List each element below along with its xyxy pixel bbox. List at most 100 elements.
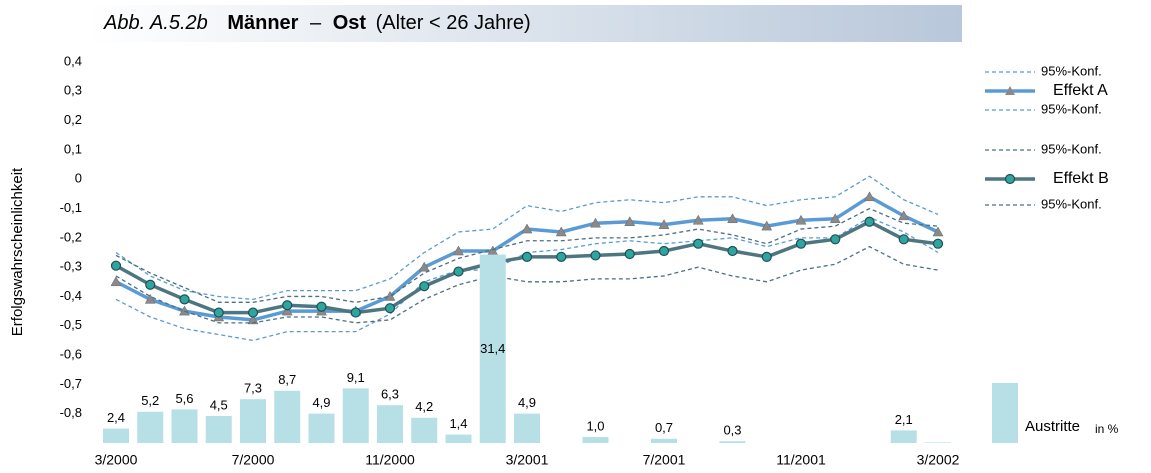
legend-label: Austritte: [1025, 418, 1080, 435]
marker: [624, 248, 635, 260]
bar-label: 2,4: [107, 410, 125, 425]
y-tick-label: -0,2: [60, 229, 82, 244]
bar: [377, 405, 403, 443]
title-dash: –: [310, 12, 322, 34]
marker: [727, 245, 738, 257]
marker: [521, 251, 533, 262]
conf-line: [115, 216, 939, 342]
marker: [350, 307, 361, 318]
marker: [590, 250, 601, 261]
marker: [692, 214, 704, 225]
x-tick-label: 11/2000: [365, 452, 415, 468]
bar: [205, 416, 232, 443]
marker: [247, 314, 259, 325]
bar: [582, 437, 609, 443]
marker: [864, 216, 875, 227]
marker: [658, 219, 670, 229]
marker: [384, 290, 396, 301]
bar-label: 5,6: [175, 391, 193, 406]
effect-line: [115, 219, 939, 315]
title-region: Ost: [333, 12, 367, 34]
marker: [761, 251, 772, 262]
bar-label: 7,3: [244, 381, 262, 396]
marker: [590, 217, 601, 228]
bar-label: 6,3: [381, 387, 399, 402]
x-tick-label: 3/2001: [506, 452, 549, 468]
y-tick-label: -0,6: [60, 347, 82, 362]
conf-line: [115, 245, 939, 324]
y-tick-label: -0,3: [60, 259, 82, 274]
marker: [556, 251, 567, 262]
legend-label: 95%-Konf.: [1041, 63, 1102, 78]
bar-label: 4,9: [312, 395, 330, 410]
legend-label: Effekt B: [1053, 170, 1109, 187]
y-tick-label: -0,5: [60, 317, 82, 332]
bar: [651, 438, 677, 443]
bar-label: 9,1: [347, 370, 365, 385]
marker: [864, 191, 875, 202]
legend-marker: [1005, 86, 1015, 95]
marker: [932, 226, 944, 237]
bar: [274, 390, 301, 443]
marker: [624, 216, 636, 226]
title-main: Männer: [227, 12, 298, 34]
bar: [514, 413, 540, 443]
conf-line: [115, 175, 939, 301]
y-tick-label: 0: [75, 171, 82, 186]
bar: [890, 430, 917, 443]
marker: [179, 305, 190, 316]
bar-label: 4,9: [518, 395, 536, 410]
y-tick-label: -0,7: [60, 376, 82, 391]
title-box: [88, 5, 962, 42]
bar-label: 0,3: [723, 423, 741, 438]
bar: [171, 409, 198, 443]
title-label: Abb. A.5.2b: [103, 12, 208, 34]
bar: [240, 399, 266, 443]
marker: [555, 226, 567, 237]
marker: [830, 234, 841, 245]
legend-unit: in %: [1095, 422, 1119, 436]
marker: [213, 307, 224, 318]
marker: [795, 238, 807, 249]
y-tick-label: 0,3: [64, 83, 82, 98]
bar-label: 31,4: [480, 341, 505, 356]
marker: [247, 307, 259, 318]
legend-label: Effekt A: [1053, 82, 1108, 99]
marker: [453, 266, 464, 277]
marker: [795, 214, 807, 225]
marker: [282, 300, 293, 311]
x-tick-label: 7/2000: [232, 452, 275, 468]
y-axis-label: Erfolgswahrscheinlichkeit: [9, 167, 26, 336]
marker: [453, 245, 464, 256]
legend-marker: [1004, 173, 1016, 185]
y-tick-label: -0,8: [60, 405, 82, 420]
bar-label: 8,7: [278, 372, 296, 387]
marker: [316, 301, 327, 312]
bar: [342, 388, 369, 443]
bar-label: 4,2: [415, 399, 433, 414]
bar: [719, 441, 746, 443]
bar: [445, 434, 472, 443]
bar: [925, 442, 951, 443]
x-tick-label: 11/2001: [776, 452, 826, 468]
legend-label: 95%-Konf.: [1041, 101, 1102, 116]
x-tick-label: 3/2002: [917, 452, 960, 468]
marker: [145, 279, 156, 290]
marker: [419, 281, 430, 292]
marker: [727, 213, 738, 224]
bar: [103, 428, 129, 443]
bar-label: 1,0: [586, 418, 604, 433]
x-tick-label: 3/2000: [95, 452, 138, 468]
x-tick-label: 7/2001: [643, 452, 686, 468]
title-note: (Alter < 26 Jahre): [376, 12, 531, 34]
bar: [411, 417, 438, 443]
bar-label: 2,1: [895, 412, 913, 427]
marker: [110, 260, 122, 271]
marker: [693, 238, 704, 249]
bar: [308, 413, 335, 443]
marker: [932, 238, 944, 249]
marker: [521, 223, 533, 234]
bar: [137, 411, 164, 443]
